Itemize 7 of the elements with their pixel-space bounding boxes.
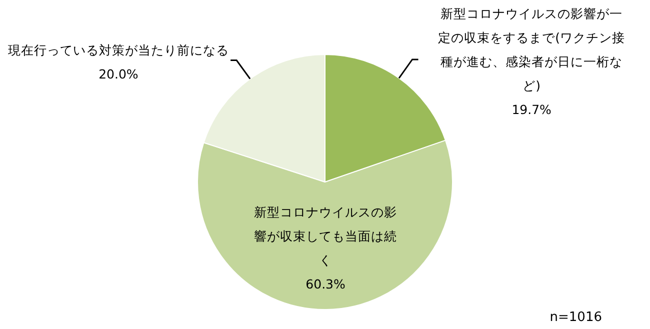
data-label: 20.0% [98, 66, 138, 82]
text: n=1016 [550, 310, 602, 325]
slice-label: 新型コロナウイルスの影響が収束しても当面は続く [254, 204, 398, 268]
slice-label: 現在行っている対策が当たり前になる [8, 42, 229, 58]
data-label: 60.3% [306, 276, 346, 292]
data-label: 19.7% [512, 102, 552, 117]
slice-label: 新型コロナウイルスの影響が一定の収束をするまで(ワクチン接種が進む、感染者が日に一桁など) [438, 6, 625, 93]
